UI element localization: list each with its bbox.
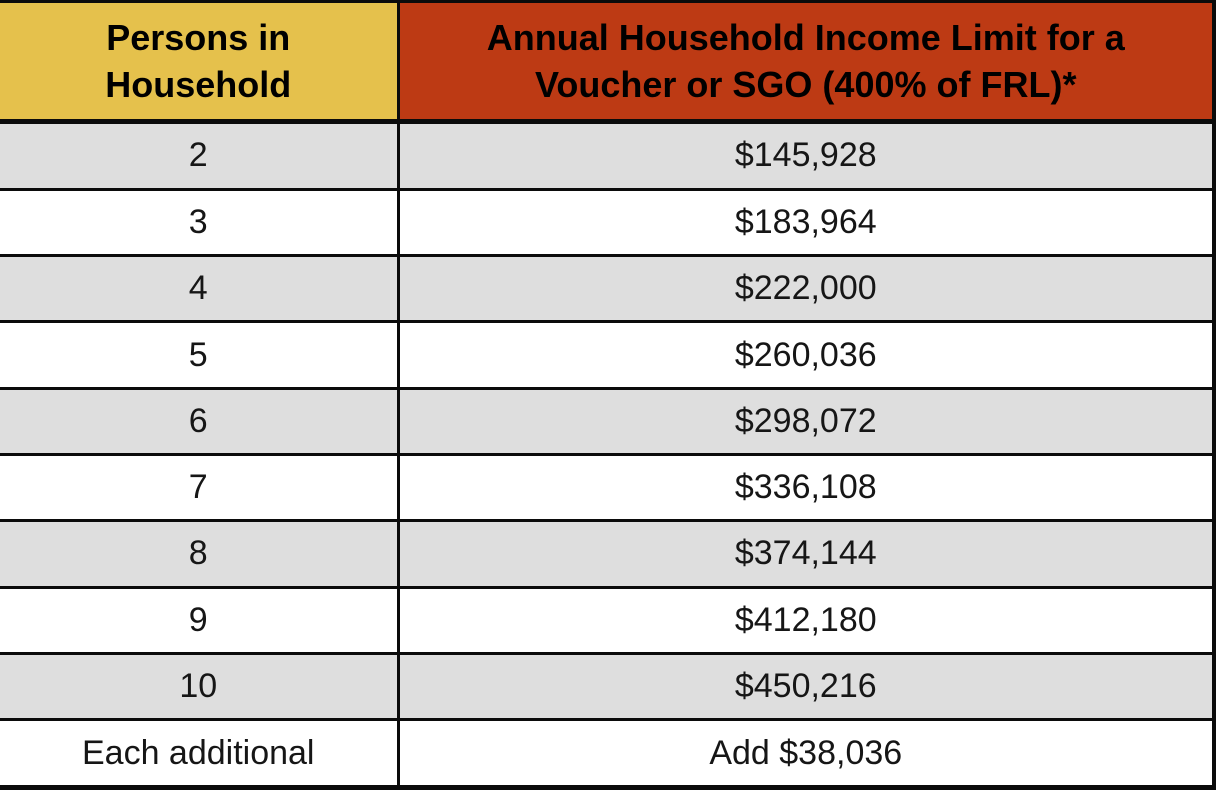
limit-cell: $298,072: [396, 386, 1216, 456]
persons-cell: Each additional: [0, 718, 400, 789]
persons-cell: 6: [0, 386, 400, 456]
persons-cell: 7: [0, 452, 400, 523]
table-row: 5 $260,036: [0, 320, 1216, 390]
header-income-limit: Annual Household Income Limit for a Vouc…: [396, 0, 1216, 124]
header-persons-label: Persons in Household: [105, 17, 292, 105]
persons-cell: 4: [0, 254, 400, 324]
persons-cell: 3: [0, 187, 400, 258]
limit-cell: Add $38,036: [396, 718, 1216, 789]
persons-cell: 5: [0, 320, 400, 390]
header-income-label: Annual Household Income Limit for a Vouc…: [486, 17, 1125, 105]
persons-cell: 10: [0, 651, 400, 722]
table-row: 2 $145,928: [0, 120, 1216, 191]
header-persons-in-household: Persons in Household: [0, 0, 400, 124]
table-row: 10 $450,216: [0, 651, 1216, 722]
table-row: Each additional Add $38,036: [0, 718, 1216, 789]
limit-cell: $412,180: [396, 585, 1216, 655]
limit-cell: $183,964: [396, 187, 1216, 258]
limit-cell: $222,000: [396, 254, 1216, 324]
limit-cell: $145,928: [396, 120, 1216, 191]
limit-cell: $374,144: [396, 519, 1216, 589]
table-row: 9 $412,180: [0, 585, 1216, 655]
persons-cell: 8: [0, 519, 400, 589]
limit-cell: $336,108: [396, 452, 1216, 523]
table-row: 8 $374,144: [0, 519, 1216, 589]
table-row: 6 $298,072: [0, 386, 1216, 456]
table-row: 7 $336,108: [0, 452, 1216, 523]
header-row: Persons in Household Annual Household In…: [0, 0, 1216, 124]
table-row: 3 $183,964: [0, 187, 1216, 258]
limit-cell: $450,216: [396, 651, 1216, 722]
limit-cell: $260,036: [396, 320, 1216, 390]
persons-cell: 2: [0, 120, 400, 191]
table-row: 4 $222,000: [0, 254, 1216, 324]
persons-cell: 9: [0, 585, 400, 655]
